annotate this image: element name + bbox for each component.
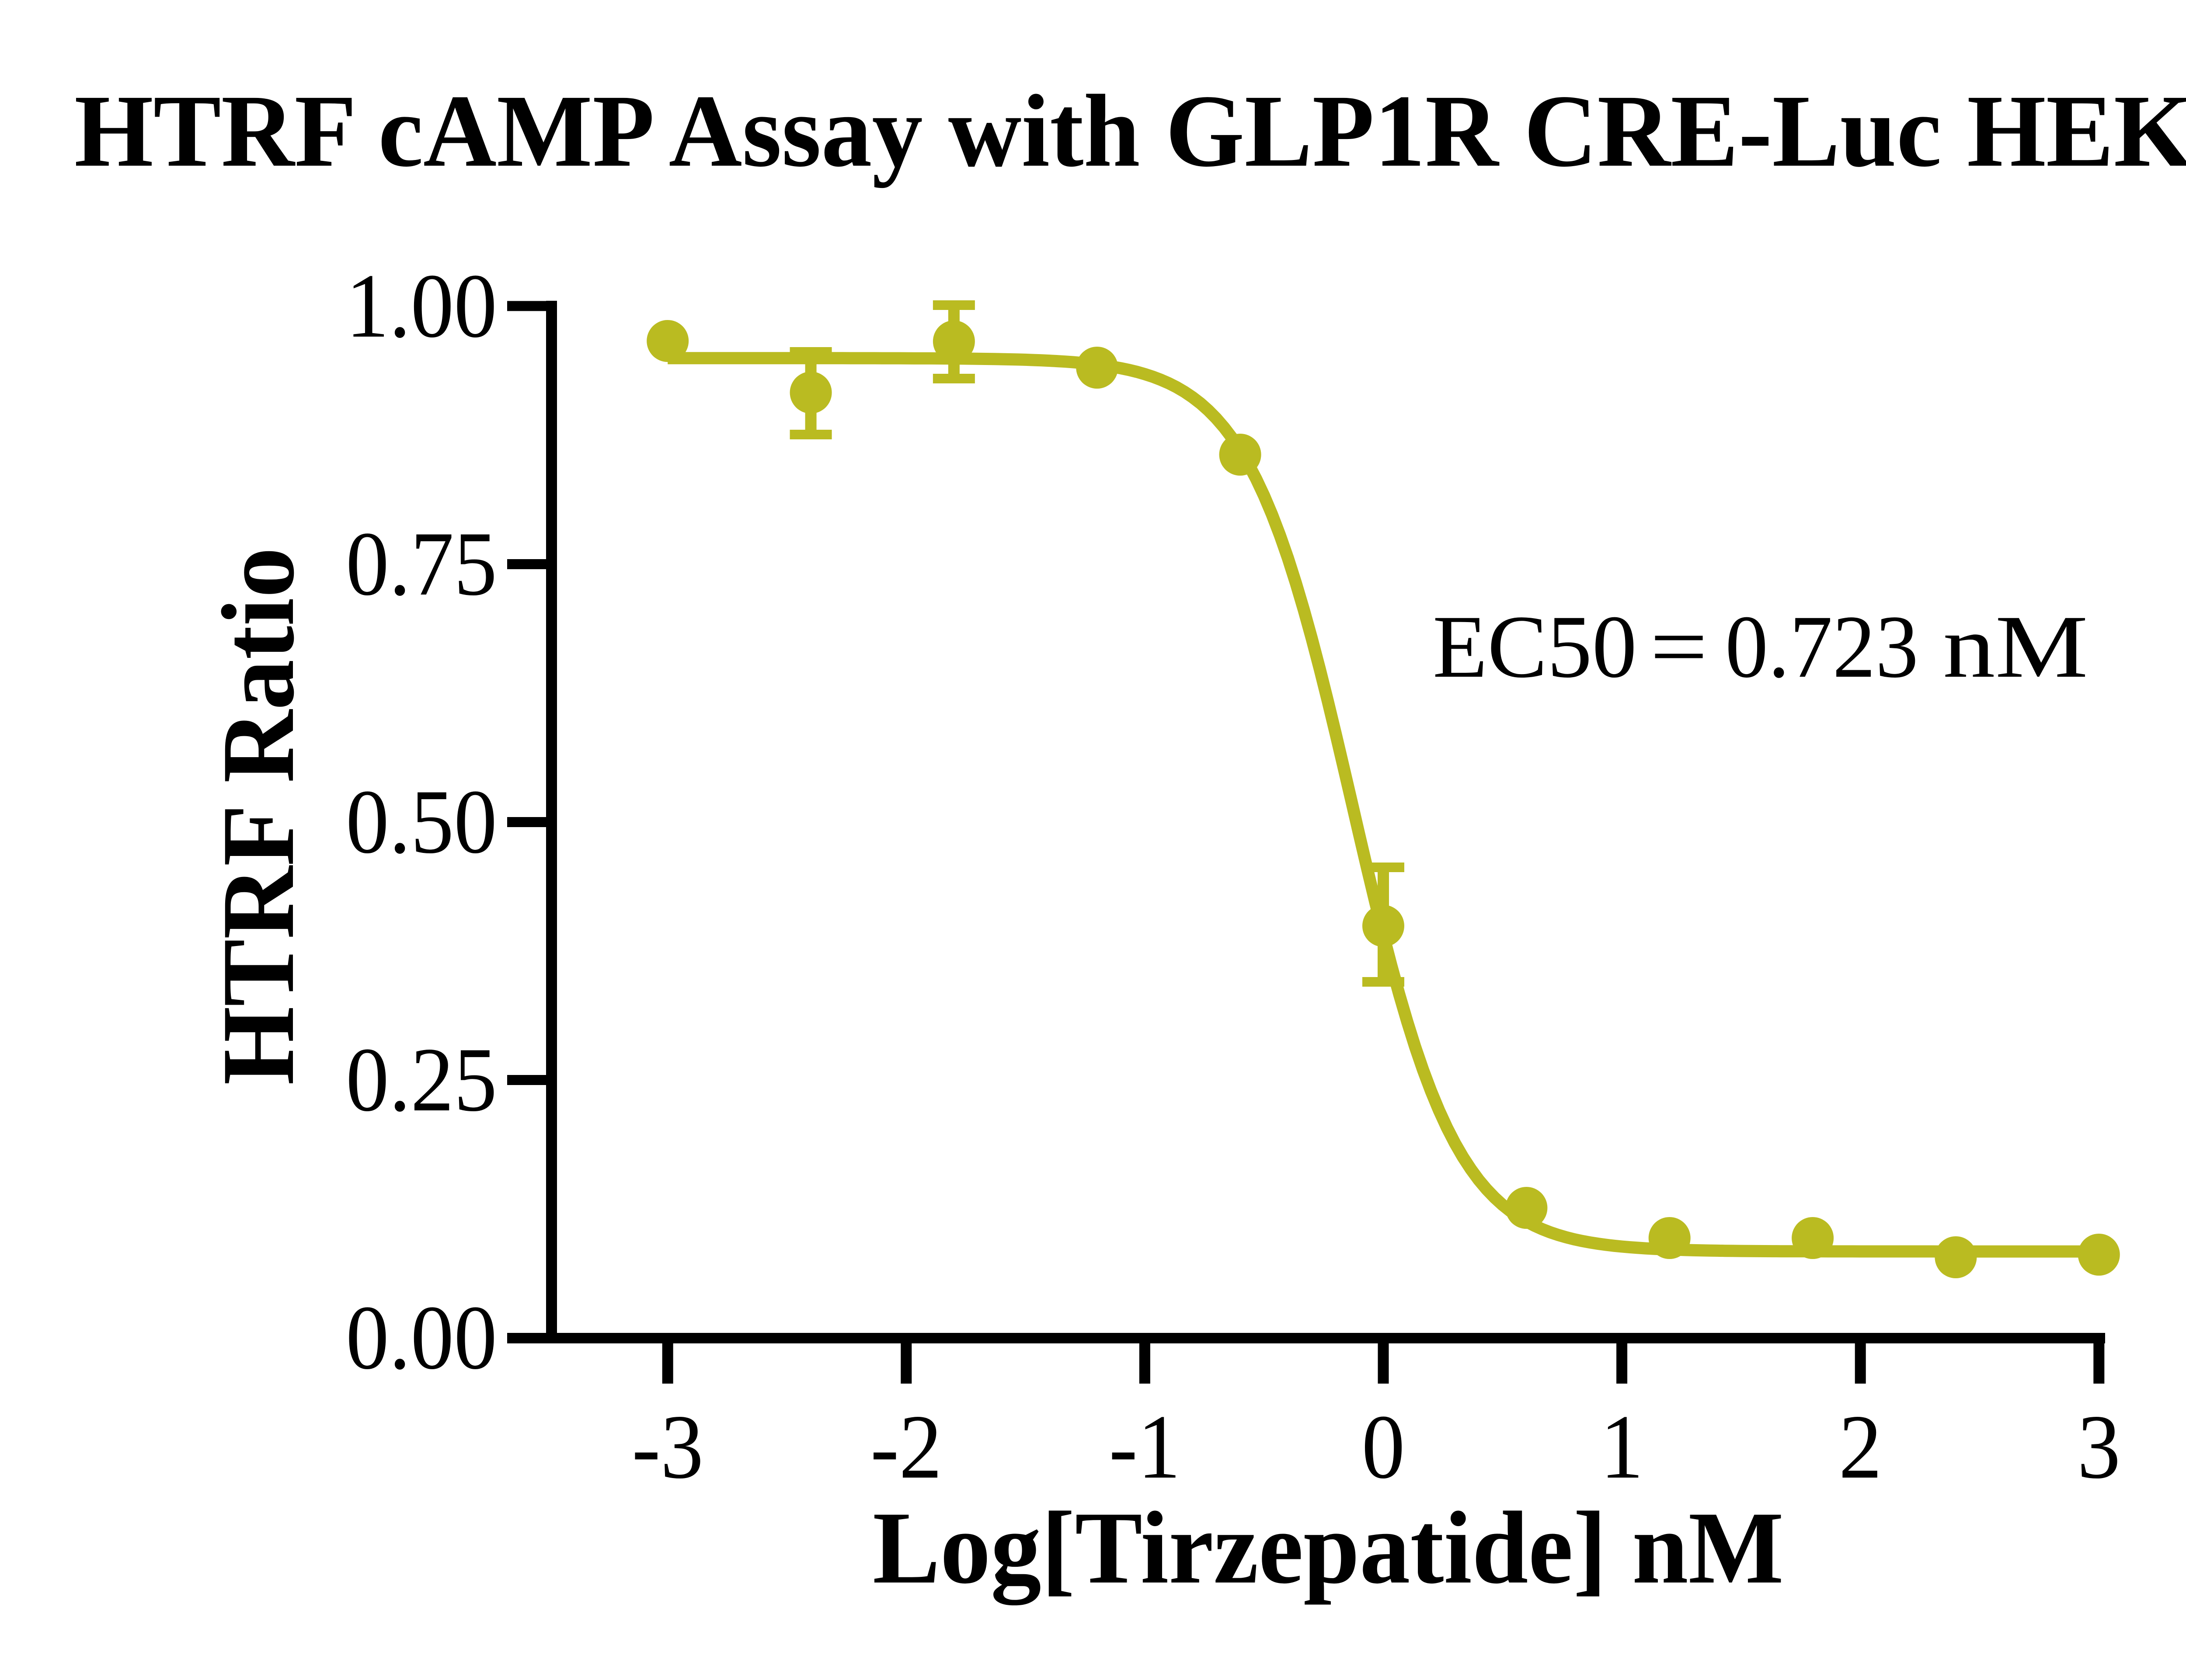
- svg-text:3: 3: [2077, 1396, 2120, 1498]
- svg-text:1.00: 1.00: [346, 255, 497, 357]
- svg-text:nM: nM: [1943, 597, 2088, 696]
- svg-text:0.723: 0.723: [1725, 597, 1918, 696]
- svg-text:2: 2: [1839, 1396, 1882, 1498]
- svg-text:EC50: EC50: [1433, 597, 1637, 696]
- svg-text:0.00: 0.00: [346, 1287, 497, 1388]
- svg-text:0.75: 0.75: [346, 513, 497, 615]
- svg-text:HTRF Ratio: HTRF Ratio: [201, 547, 316, 1085]
- svg-text:HTRF cAMP Assay with GLP1R CRE: HTRF cAMP Assay with GLP1R CRE-Luc HEK29…: [74, 74, 2186, 188]
- svg-text:0.25: 0.25: [346, 1029, 497, 1130]
- svg-text:=: =: [1650, 597, 1708, 696]
- svg-text:-2: -2: [870, 1396, 942, 1498]
- svg-text:-3: -3: [632, 1396, 703, 1498]
- svg-text:0: 0: [1362, 1396, 1405, 1498]
- svg-text:1: 1: [1600, 1396, 1643, 1498]
- svg-text:-1: -1: [1109, 1396, 1180, 1498]
- svg-text:Log[Tirzepatide] nM: Log[Tirzepatide] nM: [873, 1491, 1784, 1605]
- svg-text:0.50: 0.50: [346, 771, 497, 873]
